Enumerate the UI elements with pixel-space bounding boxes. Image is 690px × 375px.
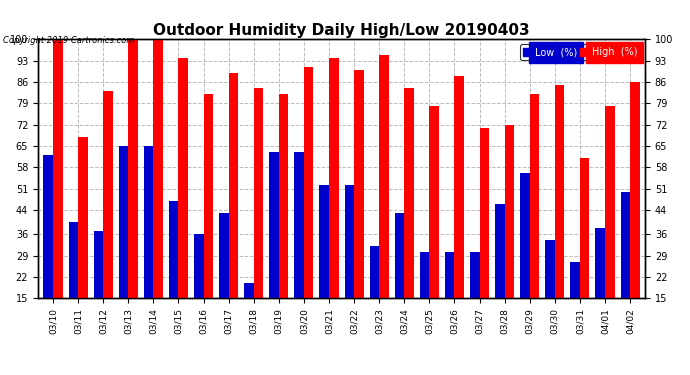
Bar	[104, 91, 112, 344]
Bar	[455, 76, 464, 344]
Bar	[279, 94, 288, 344]
Bar	[395, 213, 404, 344]
Bar	[370, 246, 380, 344]
Bar	[380, 55, 388, 344]
Bar	[445, 252, 455, 344]
Bar	[153, 39, 163, 344]
Bar	[254, 88, 264, 344]
Bar	[319, 186, 329, 344]
Bar	[495, 204, 504, 344]
Bar	[344, 186, 354, 344]
Bar	[78, 137, 88, 344]
Bar	[119, 146, 128, 344]
Bar	[128, 39, 138, 344]
Bar	[304, 67, 313, 344]
Bar	[630, 82, 640, 344]
Bar	[571, 262, 580, 344]
Bar	[520, 173, 530, 344]
Bar	[470, 252, 480, 344]
Bar	[429, 106, 439, 344]
Bar	[530, 94, 540, 344]
Bar	[169, 201, 179, 344]
Bar	[420, 252, 429, 344]
Bar	[595, 228, 605, 344]
Bar	[269, 152, 279, 344]
Bar	[605, 106, 615, 344]
Bar	[620, 192, 630, 344]
Bar	[144, 146, 153, 344]
Bar	[219, 213, 228, 344]
Bar	[244, 283, 254, 344]
Bar	[329, 58, 339, 344]
Text: Copyright 2019 Cartronics.com: Copyright 2019 Cartronics.com	[3, 36, 135, 45]
Bar	[53, 39, 63, 344]
Bar	[43, 155, 53, 344]
Bar	[204, 94, 213, 344]
Bar	[555, 85, 564, 344]
Bar	[504, 124, 514, 344]
Bar	[94, 231, 104, 344]
Title: Outdoor Humidity Daily High/Low 20190403: Outdoor Humidity Daily High/Low 20190403	[153, 23, 530, 38]
Bar	[179, 58, 188, 344]
Bar	[404, 88, 414, 344]
Bar	[295, 152, 304, 344]
Bar	[68, 222, 78, 344]
Bar	[354, 70, 364, 344]
Legend: Low  (%), High  (%): Low (%), High (%)	[520, 44, 640, 60]
Bar	[480, 128, 489, 344]
Bar	[545, 240, 555, 344]
Bar	[194, 234, 204, 344]
Bar	[228, 73, 238, 344]
Bar	[580, 158, 589, 344]
